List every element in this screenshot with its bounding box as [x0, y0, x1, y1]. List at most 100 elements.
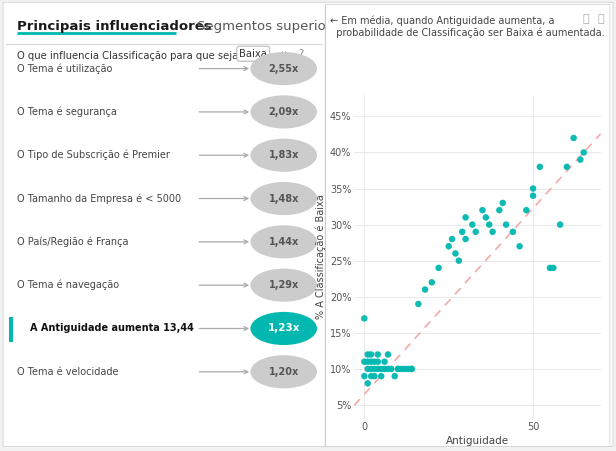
Text: O País/Região é França: O País/Região é França	[17, 237, 129, 247]
Point	[569, 134, 578, 142]
Point	[498, 199, 508, 207]
Text: O Tema é velocidade: O Tema é velocidade	[17, 367, 119, 377]
Point	[390, 373, 400, 380]
Point	[477, 207, 487, 214]
Point	[501, 221, 511, 228]
Text: 1,83x: 1,83x	[269, 150, 299, 160]
X-axis label: Antiguidade: Antiguidade	[446, 437, 509, 446]
Point	[373, 365, 383, 373]
Point	[508, 228, 518, 235]
Ellipse shape	[251, 95, 317, 129]
Point	[379, 358, 389, 365]
Text: O Tema é navegação: O Tema é navegação	[17, 280, 120, 290]
Point	[366, 351, 376, 358]
Point	[386, 365, 396, 373]
Point	[373, 351, 383, 358]
Text: 👎: 👎	[598, 14, 604, 23]
Point	[393, 365, 403, 373]
Ellipse shape	[251, 312, 317, 345]
Point	[461, 214, 471, 221]
Point	[407, 365, 416, 373]
Point	[555, 221, 565, 228]
Point	[495, 207, 505, 214]
Point	[413, 300, 423, 308]
Text: 1,44x: 1,44x	[269, 237, 299, 247]
Point	[403, 365, 413, 373]
Text: Principais influenciadores: Principais influenciadores	[17, 20, 212, 33]
Point	[363, 351, 373, 358]
Point	[379, 365, 389, 373]
Text: O Tema é segurança: O Tema é segurança	[17, 106, 117, 117]
Text: 👍: 👍	[582, 14, 589, 23]
Point	[366, 358, 376, 365]
Text: ∨: ∨	[280, 49, 286, 58]
Text: A Antiguidade aumenta 13,44: A Antiguidade aumenta 13,44	[30, 323, 194, 333]
Point	[363, 380, 373, 387]
Point	[521, 207, 531, 214]
Point	[397, 365, 407, 373]
Point	[548, 264, 558, 272]
Text: 1,48x: 1,48x	[269, 193, 299, 203]
Text: O que influencia Classificação para que seja: O que influencia Classificação para que …	[17, 51, 238, 61]
Text: O Tema é utilização: O Tema é utilização	[17, 63, 113, 74]
Point	[535, 163, 545, 170]
Point	[484, 221, 494, 228]
Text: 2,55x: 2,55x	[269, 64, 299, 74]
Text: ← Em média, quando Antiguidade aumenta, a: ← Em média, quando Antiguidade aumenta, …	[330, 16, 554, 26]
Point	[373, 358, 383, 365]
Bar	[9, 318, 13, 342]
Text: 1,20x: 1,20x	[269, 367, 299, 377]
Ellipse shape	[251, 269, 317, 302]
Point	[447, 235, 457, 243]
Point	[457, 228, 467, 235]
Point	[359, 358, 369, 365]
Text: ?: ?	[298, 49, 303, 59]
Point	[359, 315, 369, 322]
Point	[427, 279, 437, 286]
Point	[450, 250, 460, 257]
Point	[366, 373, 376, 380]
Text: O Tamanho da Empresa é < 5000: O Tamanho da Empresa é < 5000	[17, 193, 181, 204]
Point	[376, 365, 386, 373]
Point	[376, 373, 386, 380]
Text: 1,23x: 1,23x	[267, 323, 300, 333]
Point	[461, 235, 471, 243]
Text: Segmentos superiores: Segmentos superiores	[197, 20, 346, 33]
Ellipse shape	[251, 355, 317, 388]
Point	[383, 351, 393, 358]
Point	[579, 149, 589, 156]
Ellipse shape	[251, 52, 317, 85]
Point	[400, 365, 410, 373]
Point	[528, 192, 538, 199]
Text: probabilidade de Classificação ser Baixa é aumentada.: probabilidade de Classificação ser Baixa…	[330, 27, 604, 37]
Point	[370, 358, 379, 365]
Point	[363, 358, 373, 365]
Ellipse shape	[251, 138, 317, 172]
Point	[434, 264, 444, 272]
Point	[488, 228, 498, 235]
Point	[393, 365, 403, 373]
Y-axis label: % A Classificação é Baixa: % A Classificação é Baixa	[315, 195, 326, 319]
Ellipse shape	[251, 226, 317, 258]
Point	[471, 228, 480, 235]
Point	[359, 373, 369, 380]
Point	[370, 373, 379, 380]
Point	[370, 365, 379, 373]
Point	[407, 365, 416, 373]
Text: O Tipo de Subscrição é Premier: O Tipo de Subscrição é Premier	[17, 150, 170, 161]
Point	[481, 214, 491, 221]
Ellipse shape	[251, 182, 317, 215]
Point	[528, 185, 538, 192]
Point	[562, 163, 572, 170]
Point	[468, 221, 477, 228]
Point	[383, 365, 393, 373]
Point	[575, 156, 585, 163]
Point	[420, 286, 430, 293]
Point	[444, 243, 453, 250]
Point	[366, 365, 376, 373]
Text: 2,09x: 2,09x	[269, 107, 299, 117]
Point	[363, 365, 373, 373]
Point	[545, 264, 555, 272]
Point	[454, 257, 464, 264]
Point	[514, 243, 524, 250]
